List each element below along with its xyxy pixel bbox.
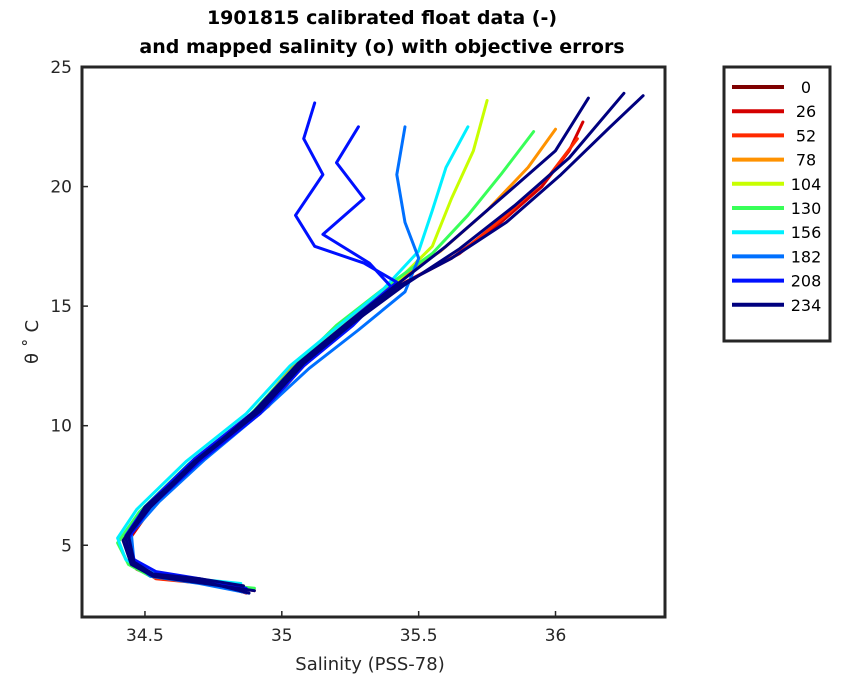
x-axis-ticks: 34.5 35 35.5 36: [126, 611, 566, 646]
y-tick-label: 5: [61, 536, 72, 556]
legend-label-0: 0: [801, 78, 811, 97]
plot-frame: [80, 65, 667, 619]
legend: 0 26 52 78 104 130 156 182 208 234: [722, 65, 832, 343]
y-tick-label: 25: [50, 58, 72, 78]
series-line-0: [127, 120, 585, 595]
x-axis-label: Salinity (PSS-78): [295, 654, 444, 675]
x-tick-label: 36: [545, 626, 567, 646]
legend-label-208: 208: [791, 272, 822, 291]
y-tick-label: 10: [50, 417, 72, 437]
series-line-4: [116, 130, 536, 590]
series-line-6: [129, 125, 421, 595]
legend-label-156: 156: [791, 223, 822, 242]
legend-label-52: 52: [796, 126, 816, 145]
y-tick-label: 20: [50, 178, 72, 198]
series-line-2: [121, 127, 557, 590]
legend-label-234: 234: [791, 296, 822, 315]
series-layer: [116, 91, 645, 595]
series-line-9: [121, 94, 645, 593]
y-axis-ticks: 5 10 15 20 25: [50, 58, 88, 556]
legend-label-182: 182: [791, 247, 822, 266]
series-line-7: [124, 101, 399, 593]
series-line-11: [127, 96, 590, 588]
x-tick-label: 35.5: [400, 626, 438, 646]
series-line-8: [127, 125, 393, 590]
series-line-3: [121, 99, 489, 588]
series-line-1: [124, 137, 579, 593]
legend-label-104: 104: [791, 175, 822, 194]
chart-title-line1: 1901815 calibrated float data (-): [207, 7, 557, 29]
legend-label-26: 26: [796, 102, 816, 121]
series-line-5: [116, 125, 470, 585]
series-line-10: [124, 91, 626, 595]
chart-title-line2: and mapped salinity (o) with objective e…: [139, 36, 624, 58]
legend-label-78: 78: [796, 151, 816, 170]
y-tick-label: 15: [50, 297, 72, 317]
legend-label-130: 130: [791, 199, 822, 218]
x-tick-label: 35: [271, 626, 293, 646]
x-tick-label: 34.5: [126, 626, 164, 646]
y-axis-label: θ ˚ C: [22, 320, 43, 364]
